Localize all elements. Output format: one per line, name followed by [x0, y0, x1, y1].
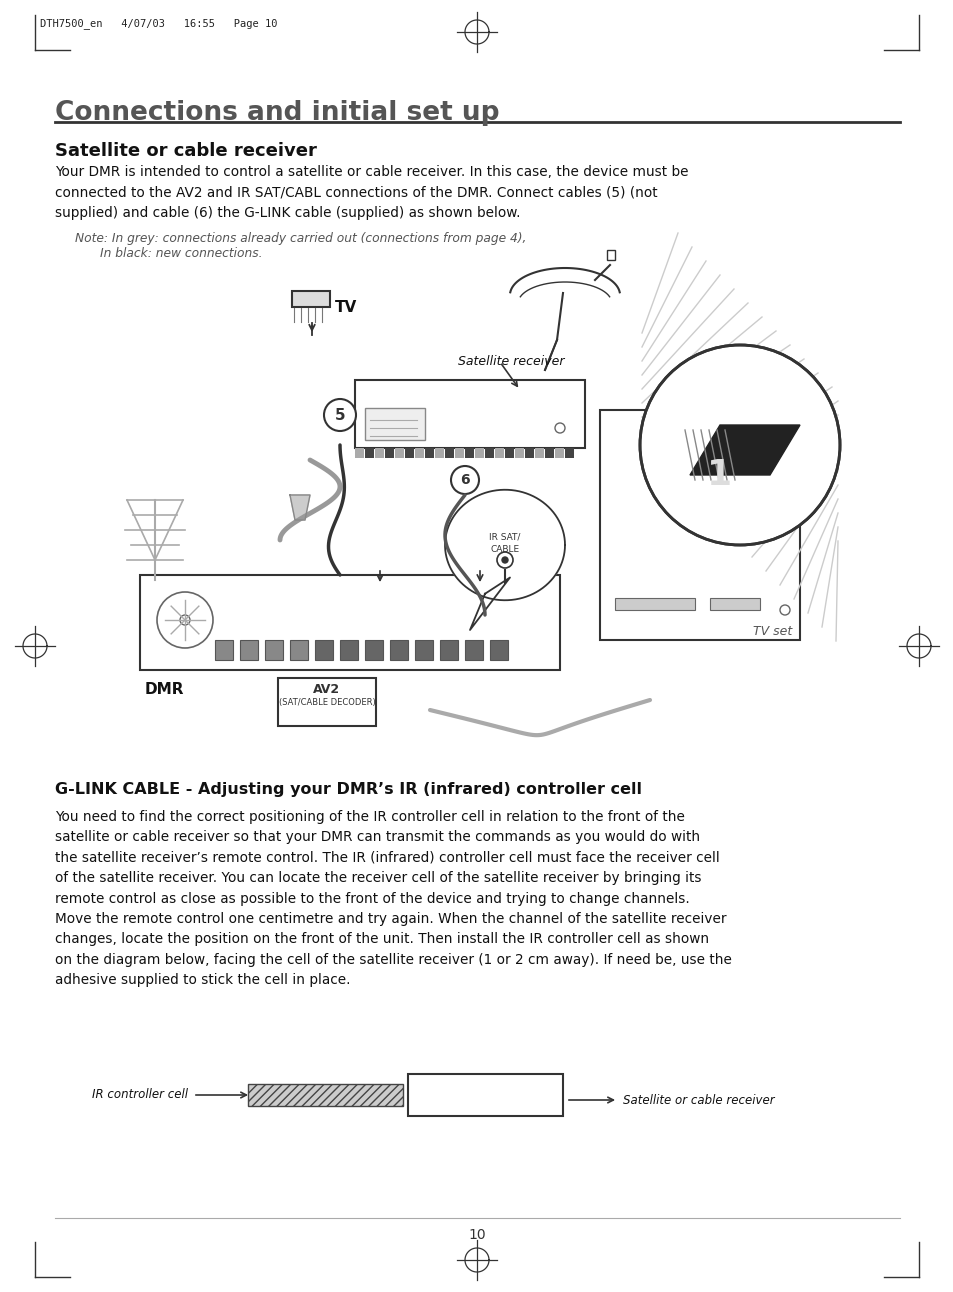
- Circle shape: [451, 466, 478, 494]
- Text: 5: 5: [335, 407, 345, 422]
- Bar: [615, 598, 695, 610]
- Bar: [214, 640, 233, 660]
- Text: IR controller cell: IR controller cell: [91, 1088, 188, 1102]
- Text: 2: 2: [754, 390, 775, 420]
- Bar: [415, 640, 433, 660]
- Bar: [435, 448, 443, 457]
- Text: IR SAT/
CABLE: IR SAT/ CABLE: [489, 534, 520, 554]
- Bar: [395, 448, 403, 457]
- Text: You need to find the correct positioning of the IR controller cell in relation t: You need to find the correct positioning…: [55, 810, 731, 987]
- Bar: [455, 448, 463, 457]
- Bar: [365, 640, 382, 660]
- Text: Note: In grey: connections already carried out (connections from page 4),: Note: In grey: connections already carri…: [75, 233, 526, 245]
- Text: Your DMR is intended to control a satellite or cable receiver. In this case, the: Your DMR is intended to control a satell…: [55, 165, 688, 220]
- Bar: [544, 448, 554, 457]
- Bar: [424, 448, 434, 457]
- Bar: [709, 598, 760, 610]
- Text: (SAT/CABLE DECODER): (SAT/CABLE DECODER): [278, 698, 375, 707]
- Text: TV set: TV set: [752, 625, 791, 638]
- Circle shape: [501, 557, 507, 563]
- Text: Satellite or cable receiver: Satellite or cable receiver: [55, 142, 316, 160]
- Circle shape: [180, 615, 190, 625]
- Circle shape: [497, 552, 513, 568]
- Bar: [390, 640, 408, 660]
- Bar: [355, 380, 584, 448]
- Bar: [464, 448, 474, 457]
- Bar: [599, 410, 800, 640]
- Bar: [385, 448, 394, 457]
- Bar: [355, 448, 364, 457]
- Bar: [535, 448, 543, 457]
- Bar: [515, 448, 523, 457]
- Circle shape: [324, 399, 355, 432]
- Text: 10: 10: [468, 1227, 485, 1242]
- Bar: [524, 448, 534, 457]
- Text: DMR: DMR: [145, 682, 184, 696]
- Bar: [405, 448, 414, 457]
- Bar: [504, 448, 514, 457]
- Circle shape: [639, 345, 840, 545]
- Bar: [408, 1074, 562, 1116]
- Bar: [555, 448, 563, 457]
- Circle shape: [555, 422, 564, 433]
- Bar: [464, 640, 482, 660]
- Bar: [484, 448, 494, 457]
- Bar: [240, 640, 257, 660]
- Text: Satellite receiver: Satellite receiver: [457, 355, 564, 368]
- Polygon shape: [290, 495, 310, 519]
- Text: Connections and initial set up: Connections and initial set up: [55, 99, 499, 127]
- Bar: [365, 408, 424, 441]
- Text: 6: 6: [459, 473, 469, 487]
- Bar: [564, 448, 574, 457]
- Bar: [292, 291, 330, 307]
- Bar: [265, 640, 283, 660]
- Bar: [290, 640, 308, 660]
- Bar: [490, 640, 507, 660]
- Bar: [339, 640, 357, 660]
- Bar: [415, 448, 423, 457]
- Bar: [277, 678, 375, 726]
- Bar: [375, 448, 384, 457]
- Text: Satellite or cable receiver: Satellite or cable receiver: [622, 1093, 774, 1106]
- Text: G-LINK CABLE - Adjusting your DMR’s IR (infrared) controller cell: G-LINK CABLE - Adjusting your DMR’s IR (…: [55, 782, 641, 797]
- Text: In black: new connections.: In black: new connections.: [100, 247, 262, 260]
- Text: TV: TV: [335, 300, 356, 315]
- Circle shape: [780, 605, 789, 615]
- Text: DTH7500_en   4/07/03   16:55   Page 10: DTH7500_en 4/07/03 16:55 Page 10: [40, 18, 277, 28]
- Bar: [140, 575, 559, 671]
- Polygon shape: [689, 425, 800, 475]
- Text: 1: 1: [707, 457, 732, 492]
- Polygon shape: [470, 578, 510, 630]
- Bar: [606, 249, 615, 260]
- Polygon shape: [444, 490, 564, 601]
- Bar: [475, 448, 483, 457]
- Bar: [248, 1084, 402, 1106]
- Bar: [444, 448, 454, 457]
- Bar: [314, 640, 333, 660]
- Bar: [495, 448, 503, 457]
- Text: AV2: AV2: [314, 683, 340, 696]
- Circle shape: [157, 592, 213, 649]
- Bar: [439, 640, 457, 660]
- Bar: [365, 448, 374, 457]
